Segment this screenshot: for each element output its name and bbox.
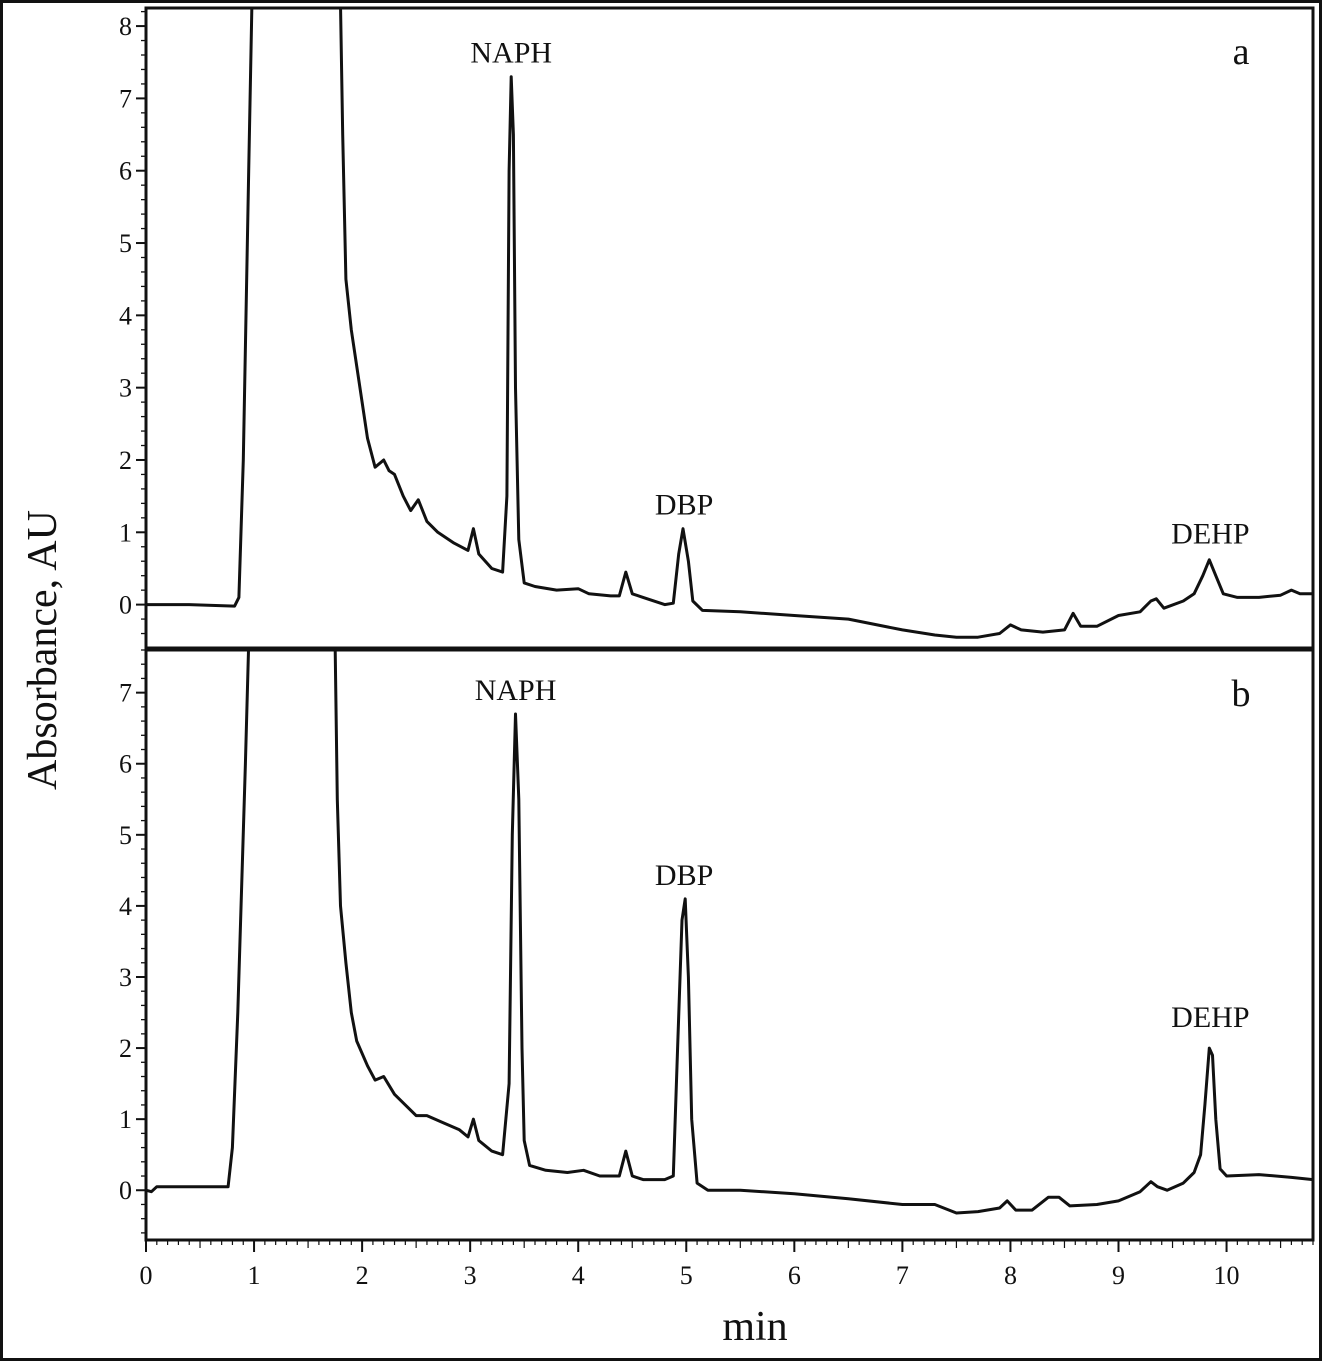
y-tick-label: 2 [119, 1034, 132, 1063]
y-tick-label: 7 [119, 679, 132, 708]
y-tick-label: 1 [119, 1105, 132, 1134]
peak-label-naph: NAPH [475, 674, 557, 707]
y-axis-title: Absorbance, AU [20, 510, 66, 790]
x-tick-label: 3 [464, 1261, 477, 1290]
x-tick-label: 5 [680, 1261, 693, 1290]
y-tick-label: 2 [119, 446, 132, 475]
peak-label-dehp: DEHP [1171, 1001, 1249, 1034]
peak-label-dbp: DBP [655, 489, 713, 522]
x-axis-title: min [722, 1304, 787, 1350]
peak-label-naph: NAPH [470, 37, 552, 70]
y-tick-label: 8 [119, 12, 132, 41]
x-axis: 0 1 2 3 4 5 6 7 8 9 10 [140, 1240, 1314, 1290]
chromatogram-trace [146, 8, 1313, 639]
panel-b: 0 1 2 3 4 5 6 7 NAPH DBP DEHP b [119, 648, 1315, 1242]
y-tick-label: 7 [119, 84, 132, 113]
y-tick-label: 4 [119, 892, 132, 921]
peak-label-dbp: DBP [655, 859, 713, 892]
x-tick-label: 9 [1112, 1261, 1125, 1290]
y-tick-label: 1 [119, 518, 132, 547]
x-tick-label: 8 [1004, 1261, 1017, 1290]
panel-a: 0 1 2 3 4 5 6 7 8 NAPH DBP DEHP a [119, 6, 1315, 650]
panel-letter: b [1232, 673, 1251, 715]
x-tick-label: 4 [572, 1261, 585, 1290]
x-tick-label: 6 [788, 1261, 801, 1290]
peak-label-dehp: DEHP [1171, 518, 1249, 551]
x-tick-label: 10 [1214, 1261, 1240, 1290]
x-tick-label: 2 [356, 1261, 369, 1290]
y-tick-label: 0 [119, 591, 132, 620]
y-tick-label: 3 [119, 963, 132, 992]
x-tick-label: 0 [140, 1261, 153, 1290]
y-tick-label: 5 [119, 229, 132, 258]
panel-frame [144, 6, 1315, 650]
y-tick-label: 5 [119, 821, 132, 850]
y-tick-label: 0 [119, 1176, 132, 1205]
y-tick-label: 4 [119, 301, 132, 330]
y-tick-label: 6 [119, 750, 132, 779]
y-tick-label: 6 [119, 157, 132, 186]
panel-letter: a [1233, 31, 1250, 73]
chromatogram-trace [146, 650, 1313, 1215]
x-tick-label: 1 [248, 1261, 261, 1290]
x-tick-label: 7 [896, 1261, 909, 1290]
y-tick-label: 3 [119, 374, 132, 403]
